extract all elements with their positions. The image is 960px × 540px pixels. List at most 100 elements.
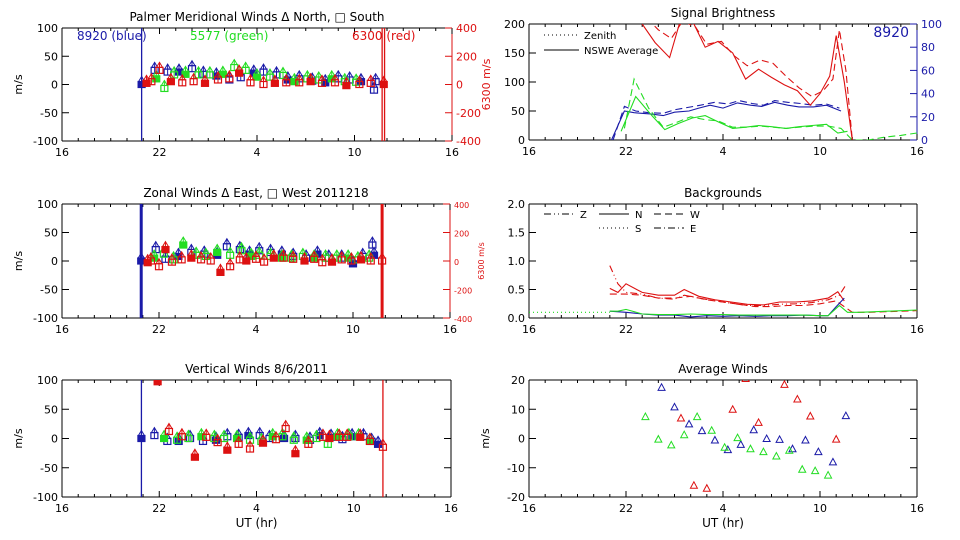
y2-tick-label: -400 <box>456 135 481 148</box>
y-tick-label: 20 <box>511 374 525 387</box>
data-point-triangle <box>831 434 841 443</box>
y2-axis-label: 6300 m/s <box>480 58 493 110</box>
data-point-triangle <box>805 411 815 420</box>
legend-label: NSWE Average <box>584 46 658 57</box>
data-point-triangle <box>784 445 794 454</box>
x-tick-label: 22 <box>619 323 633 336</box>
x-tick-label: 16 <box>55 323 69 336</box>
x-tick-label: 16 <box>910 323 924 336</box>
data-point-triangle <box>736 439 746 448</box>
data-point-triangle <box>828 457 838 466</box>
y2-tick-label: -200 <box>454 287 472 296</box>
x-tick-label: 4 <box>720 145 727 158</box>
plot-area <box>137 374 388 497</box>
data-point-triangle <box>692 412 702 421</box>
data-point-triangle <box>670 402 679 411</box>
y2-tick-label: 400 <box>454 201 469 210</box>
y-tick-label: 200 <box>504 18 525 31</box>
y2-tick-label: -200 <box>456 107 481 120</box>
x-tick-label: 4 <box>720 323 727 336</box>
plot-area <box>610 24 917 140</box>
x-axis-label: UT (hr) <box>702 516 744 530</box>
y2-tick-label: 400 <box>456 22 477 35</box>
data-point-triangle <box>772 451 781 460</box>
data-point-triangle <box>679 430 689 439</box>
x-tick-label: 22 <box>153 146 167 159</box>
chart-title: Average Winds <box>678 362 768 376</box>
y2-tick-label: 0 <box>454 258 459 267</box>
y2-tick-label: 100 <box>921 18 942 31</box>
y-axis-label: m/s <box>12 74 25 94</box>
data-point-triangle <box>793 394 802 403</box>
data-point-triangle <box>759 447 768 456</box>
legend-annotation: 5577 (green) <box>190 29 268 43</box>
data-point-triangle <box>801 435 810 444</box>
y2-tick-label: -400 <box>454 315 472 324</box>
data-point-triangle <box>720 442 729 451</box>
data-point-triangle <box>697 426 707 435</box>
data-point-triangle <box>684 419 694 428</box>
series-line <box>609 304 917 317</box>
plot-area <box>529 265 917 318</box>
data-point-triangle <box>749 425 759 434</box>
y-tick-label: 0.5 <box>508 284 526 297</box>
y-tick-label: 0.0 <box>508 312 526 325</box>
x-tick-label: 16 <box>910 502 924 515</box>
x-tick-label: 4 <box>253 323 260 336</box>
y2-tick-label: 200 <box>454 230 469 239</box>
data-point-triangle <box>657 382 666 391</box>
y-tick-label: 0 <box>518 134 525 147</box>
x-tick-label: 22 <box>619 502 633 515</box>
data-point-triangle <box>689 480 699 489</box>
x-tick-label: 16 <box>445 146 459 159</box>
data-point-triangle <box>814 447 823 456</box>
x-tick-label: 16 <box>443 323 457 336</box>
y2-tick-label: 40 <box>921 88 935 101</box>
x-tick-label: 16 <box>522 145 536 158</box>
x-tick-label: 16 <box>522 502 536 515</box>
y-tick-label: -100 <box>33 491 58 504</box>
chart-title: Zonal Winds Δ East, □ West 2011218 <box>143 186 368 200</box>
corner-label: 8920 <box>873 25 909 41</box>
y-tick-label: 0 <box>51 79 58 92</box>
chart-title: Palmer Meridional Winds Δ North, □ South <box>129 10 384 24</box>
x-tick-label: 16 <box>522 323 536 336</box>
x-tick-label: 4 <box>253 502 260 515</box>
data-point-triangle <box>741 380 750 383</box>
plot-area <box>641 380 851 492</box>
data-point-triangle <box>728 404 738 413</box>
x-tick-label: 16 <box>55 502 69 515</box>
y-tick-label: -50 <box>40 462 58 475</box>
legend-label: N <box>635 210 642 221</box>
data-point-triangle <box>762 433 771 442</box>
data-point-triangle <box>653 434 663 443</box>
y-tick-label: -100 <box>33 312 58 325</box>
data-point-triangle <box>710 435 720 444</box>
y-tick-label: 100 <box>504 76 525 89</box>
y-tick-label: 100 <box>37 198 58 211</box>
chart-title: Backgrounds <box>684 186 762 200</box>
data-point-triangle <box>666 440 676 449</box>
x-tick-label: 22 <box>152 323 166 336</box>
y-tick-label: 50 <box>44 403 58 416</box>
y-tick-label: 150 <box>504 47 525 60</box>
x-tick-label: 16 <box>444 502 458 515</box>
y-tick-label: 1.5 <box>508 227 526 240</box>
y-tick-label: 0 <box>51 255 58 268</box>
series-line <box>623 77 917 140</box>
series-line <box>620 95 848 134</box>
legend-label: S <box>635 224 641 235</box>
data-point-triangle <box>702 483 712 492</box>
y-tick-label: 1.0 <box>508 255 526 268</box>
x-tick-label: 10 <box>813 502 827 515</box>
y-axis-label: m/s <box>479 428 492 448</box>
legend-label: Z <box>580 210 587 221</box>
series-line <box>609 293 917 313</box>
y-tick-label: -20 <box>507 491 525 504</box>
y2-tick-label: 0 <box>456 79 463 92</box>
data-point-triangle <box>733 433 742 442</box>
data-point-triangle <box>155 374 161 379</box>
y-tick-label: 100 <box>37 374 58 387</box>
